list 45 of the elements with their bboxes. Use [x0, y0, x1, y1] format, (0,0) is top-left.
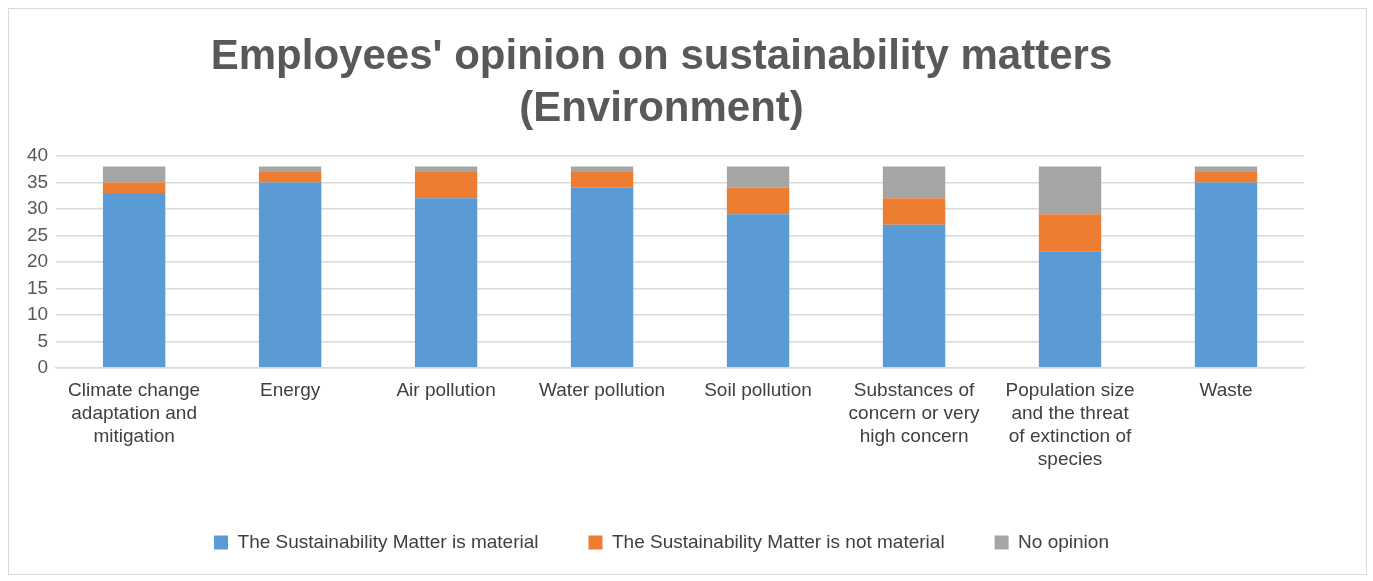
bar: [882, 198, 946, 225]
bar: [102, 166, 166, 183]
bar: [1038, 251, 1102, 368]
bar: [570, 171, 634, 188]
bar: [882, 166, 946, 199]
bar: [726, 166, 790, 188]
bar: [882, 224, 946, 368]
bar: [102, 182, 166, 194]
bar: [1194, 182, 1258, 368]
bar: [1194, 171, 1258, 183]
y-tick-label: 5: [37, 329, 49, 351]
bar: [726, 187, 790, 215]
bar: [1038, 214, 1102, 252]
bar: [258, 171, 322, 183]
bar: [102, 193, 166, 368]
legend-label: The Sustainability Matter is material: [237, 530, 539, 552]
x-tick-label: Substances of concern or very high concern: [848, 379, 981, 447]
y-tick-label: 25: [26, 223, 49, 245]
bar: [1194, 166, 1258, 172]
bar: [414, 166, 478, 172]
y-tick-label: 30: [26, 197, 49, 219]
bar: [414, 198, 478, 368]
x-tick-label: Air pollution: [396, 379, 496, 401]
legend-label: No opinion: [1018, 530, 1109, 552]
y-tick-label: 40: [26, 144, 49, 166]
y-tick-label: 15: [26, 276, 49, 298]
bar: [258, 182, 322, 368]
x-tick-label: Climate change adaptation and mitigation: [68, 379, 201, 447]
x-tick-label: Waste: [1199, 379, 1253, 401]
chart-title: Employees' opinion on sustainability matters (Environment): [210, 30, 1113, 131]
y-tick-label: 10: [26, 303, 49, 325]
x-tick-label: Energy: [260, 379, 321, 401]
x-tick-label: Water pollution: [539, 379, 666, 401]
y-tick-label: 0: [37, 356, 49, 378]
legend-label: The Sustainability Matter is not material: [611, 530, 945, 552]
bar: [414, 171, 478, 199]
bar: [1038, 166, 1102, 215]
x-tick-label: Soil pollution: [704, 379, 812, 401]
bar: [570, 187, 634, 368]
x-tick-label: Population size and the threat of extinction of species: [1005, 379, 1135, 469]
bar: [726, 214, 790, 368]
y-tick-label: 20: [26, 250, 49, 272]
bar: [570, 166, 634, 172]
bar: [258, 166, 322, 172]
y-tick-label: 35: [26, 170, 49, 192]
